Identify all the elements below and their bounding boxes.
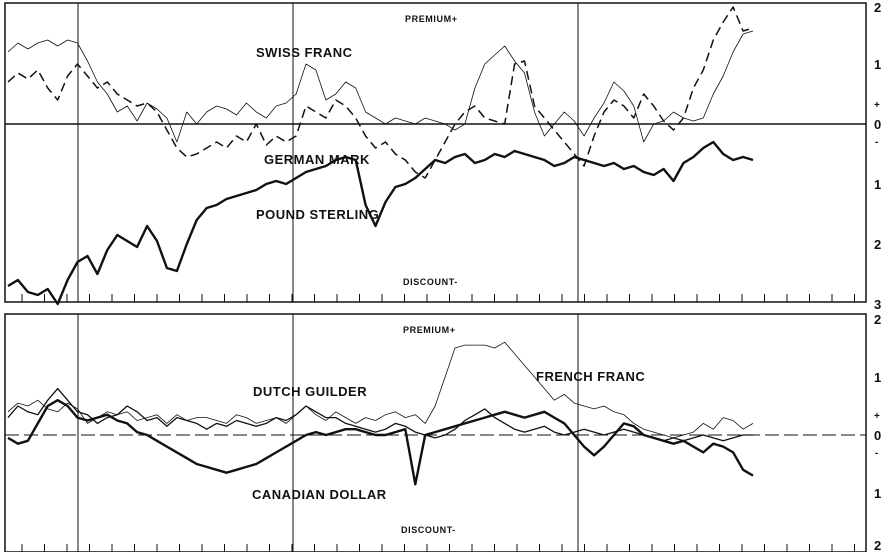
y-tick-label: 2 [874,0,881,15]
y-tick-label: 2 [874,312,881,327]
top-premium-label: PREMIUM+ [405,14,458,24]
top-minus-sign: - [875,137,878,148]
bottom-minus-sign: - [875,448,878,459]
y-tick-label: 1 [874,370,881,385]
y-tick-label: 0 [874,428,881,443]
top-discount-label: DISCOUNT- [403,277,458,287]
bottom-premium-label: PREMIUM+ [403,325,456,335]
bottom-vertical-gridlines [77,314,579,552]
bottom-plus-sign: + [874,411,880,422]
german-mark-label: GERMAN MARK [264,152,370,167]
y-tick-label: 1 [874,57,881,72]
pound-sterling-line [7,140,754,306]
y-tick-label: 2 [874,538,881,552]
pound-sterling-label: POUND STERLING [256,207,379,222]
y-tick-label: 0 [874,117,881,132]
top-plus-sign: + [874,100,880,111]
top-y-tick-labels: 2 1 0 1 2 3 [874,0,881,312]
dutch-guilder-label: DUTCH GUILDER [253,384,367,399]
bottom-panel-frame [4,313,867,552]
bottom-y-tick-labels: 2 1 0 1 2 [874,312,881,552]
swiss-franc-label: SWISS FRANC [256,45,353,60]
canadian-dollar-label: CANADIAN DOLLAR [252,487,387,502]
top-vertical-gridlines [77,3,579,302]
y-tick-label: 2 [874,237,881,252]
french-franc-line [7,341,754,439]
bottom-discount-label: DISCOUNT- [401,525,456,535]
canadian-dollar-line [7,399,754,486]
top-panel-frame [4,2,867,303]
german-mark-line [7,6,754,179]
french-franc-label: FRENCH FRANC [536,369,645,384]
top-panel-series [7,6,754,306]
y-tick-label: 1 [874,177,881,192]
dutch-guilder-line [7,387,753,442]
y-tick-label: 3 [874,297,881,312]
bottom-panel-series [7,341,754,486]
top-panel-bottom-ticks [21,294,855,302]
swiss-franc-line [7,30,754,143]
bottom-panel-bottom-ticks [21,544,855,552]
y-tick-label: 1 [874,486,881,501]
